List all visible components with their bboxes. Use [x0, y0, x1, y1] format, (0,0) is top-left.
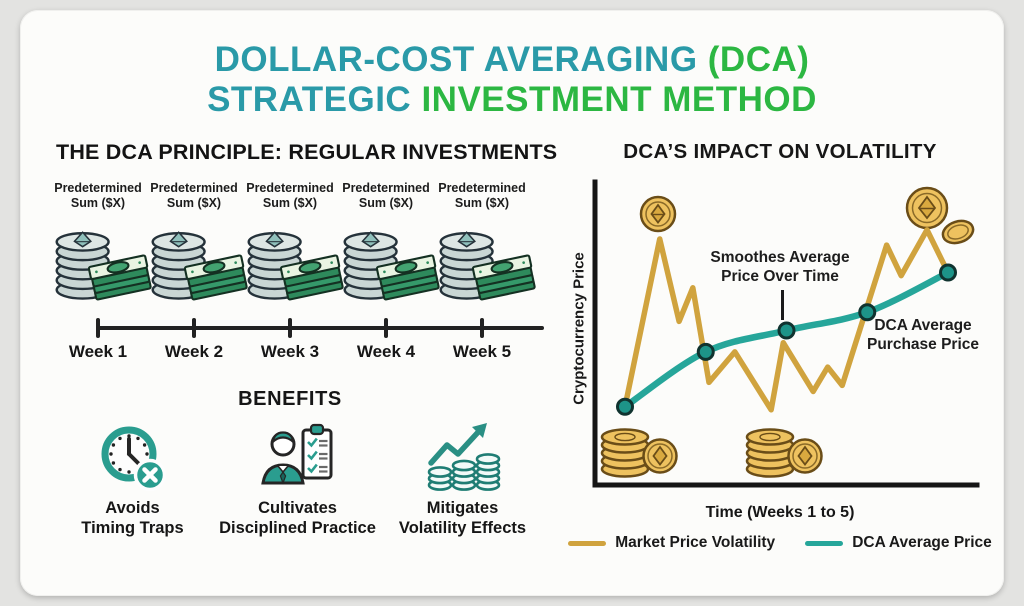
crypto-coins-and-cash-icon	[50, 217, 152, 314]
benefit-label: Avoids Timing Traps	[81, 499, 184, 537]
benefit-avoids-timing-traps: Avoids Timing Traps	[50, 419, 215, 538]
annotation-smoothes-average: Smoothes Average Price Over Time	[710, 249, 850, 285]
dca-purchase-point	[616, 397, 634, 416]
sum-line1: Predetermined	[54, 181, 142, 195]
page-title: DOLLAR-COST AVERAGING (DCA) STRATEGIC IN…	[20, 40, 1004, 120]
dca-purchase-point	[696, 342, 715, 361]
predetermined-sum-label: Predetermined Sum ($X)	[242, 181, 338, 211]
teal-line-swatch	[805, 540, 844, 546]
title-line2-green: INVESTMENT METHOD	[421, 80, 817, 119]
dca-purchase-point	[858, 303, 877, 322]
benefit-label: Cultivates Disciplined Practice	[219, 499, 376, 537]
chart-series-layer	[616, 227, 957, 416]
dca-principle-section: THE DCA PRINCIPLE: REGULAR INVESTMENTS P…	[50, 140, 558, 538]
dca-purchase-point	[777, 321, 796, 340]
crypto-coins-and-cash-icon	[338, 217, 440, 314]
gold-line-swatch	[568, 540, 607, 546]
sum-line1: Predetermined	[246, 181, 334, 195]
annotation-pointer-line	[781, 290, 784, 320]
benefit-label: Mitigates Volatility Effects	[398, 499, 527, 537]
volatility-section: DCA’S IMPACT ON VOLATILITY Cryptocurrenc…	[560, 140, 1000, 552]
page-title-line2: STRATEGIC INVESTMENT METHOD	[20, 80, 1004, 120]
x-axis-label: Time (Weeks 1 to 5)	[705, 504, 855, 521]
predetermined-sum-label: Predetermined Sum ($X)	[338, 181, 434, 211]
sum-line2: Sum ($X)	[454, 195, 510, 210]
trader-checklist-icon	[215, 419, 380, 493]
week-labels-row: Week 1 Week 2 Week 3 Week 4 Week 5	[50, 342, 530, 362]
sum-line1: Predetermined	[150, 181, 238, 195]
crypto-coins-and-cash-icon	[242, 217, 344, 314]
annotation-dca-average: DCA Average Purchase Price	[866, 317, 979, 353]
eth-coin-top-left-icon	[639, 195, 677, 233]
week-label: Week 5	[452, 342, 512, 361]
crypto-coins-and-cash-icon	[434, 217, 536, 314]
eth-coins-top-right-icon	[905, 186, 975, 245]
crypto-coins-and-cash-icon	[146, 217, 248, 314]
sum-line1: Predetermined	[438, 181, 526, 195]
sum-line1: Predetermined	[342, 181, 430, 195]
principle-header: THE DCA PRINCIPLE: REGULAR INVESTMENTS	[56, 140, 558, 164]
benefit-disciplined-practice: Cultivates Disciplined Practice	[215, 419, 380, 538]
legend-dca-average-price: DCA Average Price	[805, 534, 992, 552]
week-label: Week 3	[260, 342, 320, 361]
timeline-tick	[96, 318, 100, 338]
week-investment-group: Predetermined Sum ($X)	[50, 181, 152, 314]
title-line1-green: (DCA)	[707, 40, 810, 79]
legend-market-price-volatility: Market Price Volatility	[568, 534, 775, 552]
timeline-tick	[384, 318, 388, 338]
week-label: Week 2	[164, 342, 224, 361]
coin-growth-arrow-icon	[380, 419, 545, 493]
sum-line2: Sum ($X)	[166, 195, 222, 210]
weeks-timeline: Week 1 Week 2 Week 3 Week 4 Week 5	[50, 316, 544, 364]
market-price-volatility-line	[622, 227, 951, 413]
predetermined-sum-label: Predetermined Sum ($X)	[434, 181, 530, 211]
page-title-line1: DOLLAR-COST AVERAGING (DCA)	[20, 40, 1004, 80]
sum-line2: Sum ($X)	[70, 195, 126, 210]
title-line1-teal: DOLLAR-COST AVERAGING	[214, 40, 698, 79]
benefits-row: Avoids Timing Traps	[50, 419, 545, 538]
sum-line2: Sum ($X)	[358, 195, 414, 210]
week-investment-group: Predetermined Sum ($X)	[338, 181, 440, 314]
dca-purchase-point	[939, 263, 957, 282]
benefits-header: BENEFITS	[238, 388, 342, 410]
week-label: Week 4	[356, 342, 416, 361]
volatility-chart	[592, 179, 980, 488]
timeline-line	[96, 326, 544, 330]
eth-coin-stack-bottom-center-icon	[745, 428, 823, 478]
chart-area: Cryptocurrency Price	[565, 168, 995, 498]
week-investment-group: Predetermined Sum ($X)	[434, 181, 536, 314]
week-investment-group: Predetermined Sum ($X)	[242, 181, 344, 314]
chart-legend: Market Price Volatility DCA Average Pric…	[560, 534, 1000, 552]
predetermined-sum-label: Predetermined Sum ($X)	[146, 181, 242, 211]
week-investment-group: Predetermined Sum ($X)	[146, 181, 248, 314]
timeline-tick	[192, 318, 196, 338]
clock-crossed-icon	[50, 419, 215, 493]
sum-line2: Sum ($X)	[262, 195, 318, 210]
week-label: Week 1	[68, 342, 128, 361]
chart-title: DCA’S IMPACT ON VOLATILITY	[623, 140, 937, 163]
infographic-card: DOLLAR-COST AVERAGING (DCA) STRATEGIC IN…	[20, 10, 1004, 596]
chart-axes	[592, 179, 980, 488]
timeline-tick	[480, 318, 484, 338]
eth-coin-stack-bottom-left-icon	[600, 428, 678, 478]
weeks-row: Predetermined Sum ($X)	[50, 181, 536, 314]
timeline-tick	[288, 318, 292, 338]
predetermined-sum-label: Predetermined Sum ($X)	[50, 181, 146, 211]
benefit-mitigates-volatility: Mitigates Volatility Effects	[380, 419, 545, 538]
title-line2-teal: STRATEGIC	[207, 80, 412, 119]
